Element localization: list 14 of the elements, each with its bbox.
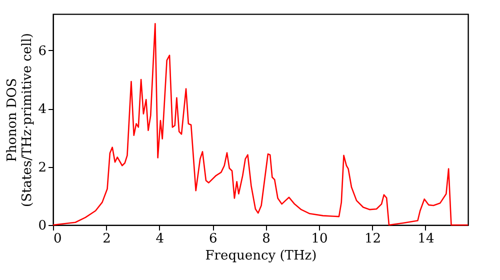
- y-tick-label: 2: [38, 160, 46, 176]
- x-tick-label: 2: [102, 232, 111, 246]
- x-tick-label: 12: [364, 232, 382, 246]
- x-tick-label: 4: [156, 232, 164, 246]
- x-tick-label: 8: [262, 232, 270, 246]
- x-tick-label: 14: [418, 232, 434, 246]
- y-axis-title: Phonon DOS (States/THz·primitive cell): [5, 32, 36, 208]
- x-tick-label: 10: [311, 232, 328, 246]
- y-tick-label: 0: [38, 218, 46, 234]
- y-tick-label: 6: [38, 44, 46, 59]
- x-tick-label: 6: [208, 232, 218, 246]
- x-tick-label: 0: [54, 232, 62, 246]
- x-axis-title: Frequency (THz): [205, 248, 317, 264]
- y-tick-label: 4: [38, 102, 46, 118]
